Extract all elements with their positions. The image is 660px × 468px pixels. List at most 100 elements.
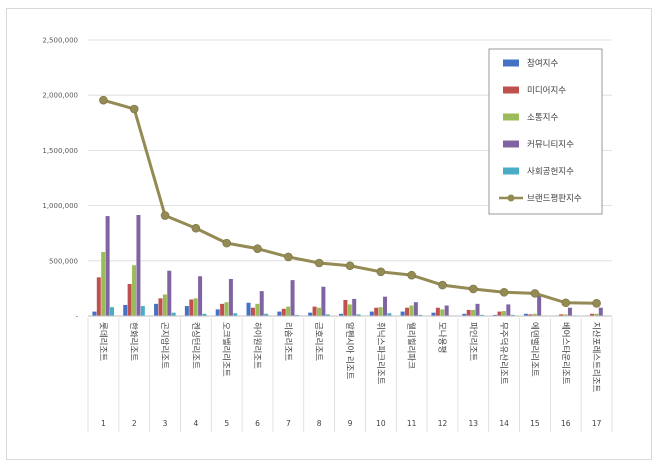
bar <box>444 305 449 316</box>
y-tick-label: 1,500,000 <box>42 147 78 155</box>
category-label: 곤지암리조트 <box>159 322 170 369</box>
legend-box <box>488 48 603 215</box>
line-series <box>99 95 601 308</box>
line-point <box>160 211 170 220</box>
bar <box>277 311 282 316</box>
bar <box>567 307 572 316</box>
category-number: 1 <box>101 419 106 428</box>
bar <box>598 307 603 316</box>
category-number: 11 <box>407 419 417 428</box>
bar <box>101 251 106 316</box>
bar <box>123 304 128 316</box>
bar-series <box>92 214 608 316</box>
bar <box>383 296 388 316</box>
bar <box>233 313 238 316</box>
bar <box>171 312 176 316</box>
category-number: 12 <box>438 419 448 428</box>
category-label: 롯데리조트 <box>97 322 107 361</box>
category-number: 15 <box>530 419 540 428</box>
legend-swatch <box>503 140 519 148</box>
bar <box>510 314 515 316</box>
bar <box>215 309 220 316</box>
category-number: 7 <box>286 419 291 428</box>
legend-label: 커뮤니티지수 <box>527 139 574 150</box>
legend-swatch <box>503 59 519 67</box>
bar <box>431 312 436 316</box>
bar <box>136 214 141 316</box>
category-label: 모나용평 <box>436 322 447 353</box>
category-label: 에덴밸리리조트 <box>529 322 540 377</box>
category-number: 2 <box>132 419 137 428</box>
bar <box>347 304 352 316</box>
bar <box>418 314 423 316</box>
category-label: 휘닉스파크리조트 <box>375 322 386 385</box>
line-point <box>345 261 355 271</box>
bar <box>246 302 251 316</box>
bar <box>96 277 101 316</box>
line-point <box>253 244 262 253</box>
line-point <box>592 299 601 308</box>
bar <box>475 303 480 316</box>
y-axis-tick-labels: 2,500,000 2,000,000 1,500,000 1,000,000 500,… <box>42 37 78 321</box>
category-label: 파인리조트 <box>467 322 478 361</box>
bar <box>528 314 533 316</box>
bar <box>374 307 379 316</box>
legend-label: 소통지수 <box>527 113 558 123</box>
bar <box>290 280 295 316</box>
category-number: 3 <box>163 419 168 428</box>
bar <box>343 299 348 316</box>
bar <box>312 306 317 316</box>
line-point <box>99 95 108 105</box>
bar <box>198 276 203 316</box>
bar <box>405 307 410 316</box>
bar <box>506 304 511 316</box>
category-label: 알펜시아 리조트 <box>344 322 355 380</box>
category-label: 리솜리조트 <box>282 322 292 361</box>
bar <box>409 305 414 316</box>
x-axis: 롯데리조트 1 한화리조트 2 곤지암리조트 3 켄싱턴리조트 4 오크밸리리조트 5 하이원리조트… <box>87 315 613 432</box>
category-label: 웰리힐리파크 <box>406 322 417 369</box>
bar <box>105 216 110 316</box>
bar <box>294 314 299 316</box>
bar <box>537 294 542 316</box>
bar <box>378 307 383 316</box>
category-number: 6 <box>255 419 260 428</box>
bar <box>387 313 392 316</box>
category-number: 17 <box>592 419 602 428</box>
bar <box>162 294 167 316</box>
bar <box>523 313 528 316</box>
line-point <box>561 298 571 308</box>
bar <box>356 314 361 316</box>
bar <box>352 298 357 316</box>
bar <box>440 309 445 316</box>
category-number: 13 <box>469 419 479 428</box>
bar <box>140 306 145 316</box>
bar <box>281 308 286 316</box>
bar <box>189 299 194 316</box>
line-point <box>191 223 201 233</box>
legend-label: 브랜드평판지수 <box>527 193 582 204</box>
category-label: 무주덕유산리조트 <box>498 322 509 385</box>
bar <box>321 286 326 316</box>
line-point <box>468 284 478 294</box>
legend-label: 사회공헌지수 <box>527 167 574 177</box>
category-label: 금호리조트 <box>313 322 323 361</box>
bar <box>462 313 467 316</box>
bar <box>154 303 159 316</box>
y-tick-label: 500,000 <box>49 257 78 265</box>
line-point <box>438 280 447 290</box>
legend-swatch <box>503 86 519 94</box>
legend-label: 참여지수 <box>527 58 558 69</box>
bar <box>471 309 476 316</box>
bar <box>110 307 115 316</box>
bar <box>184 306 189 316</box>
line-point <box>129 104 139 114</box>
category-number: 4 <box>193 419 198 428</box>
y-tick-label: - <box>75 313 78 321</box>
bar <box>532 313 537 316</box>
bar <box>92 311 97 316</box>
bar <box>559 314 564 316</box>
bar <box>497 311 502 316</box>
